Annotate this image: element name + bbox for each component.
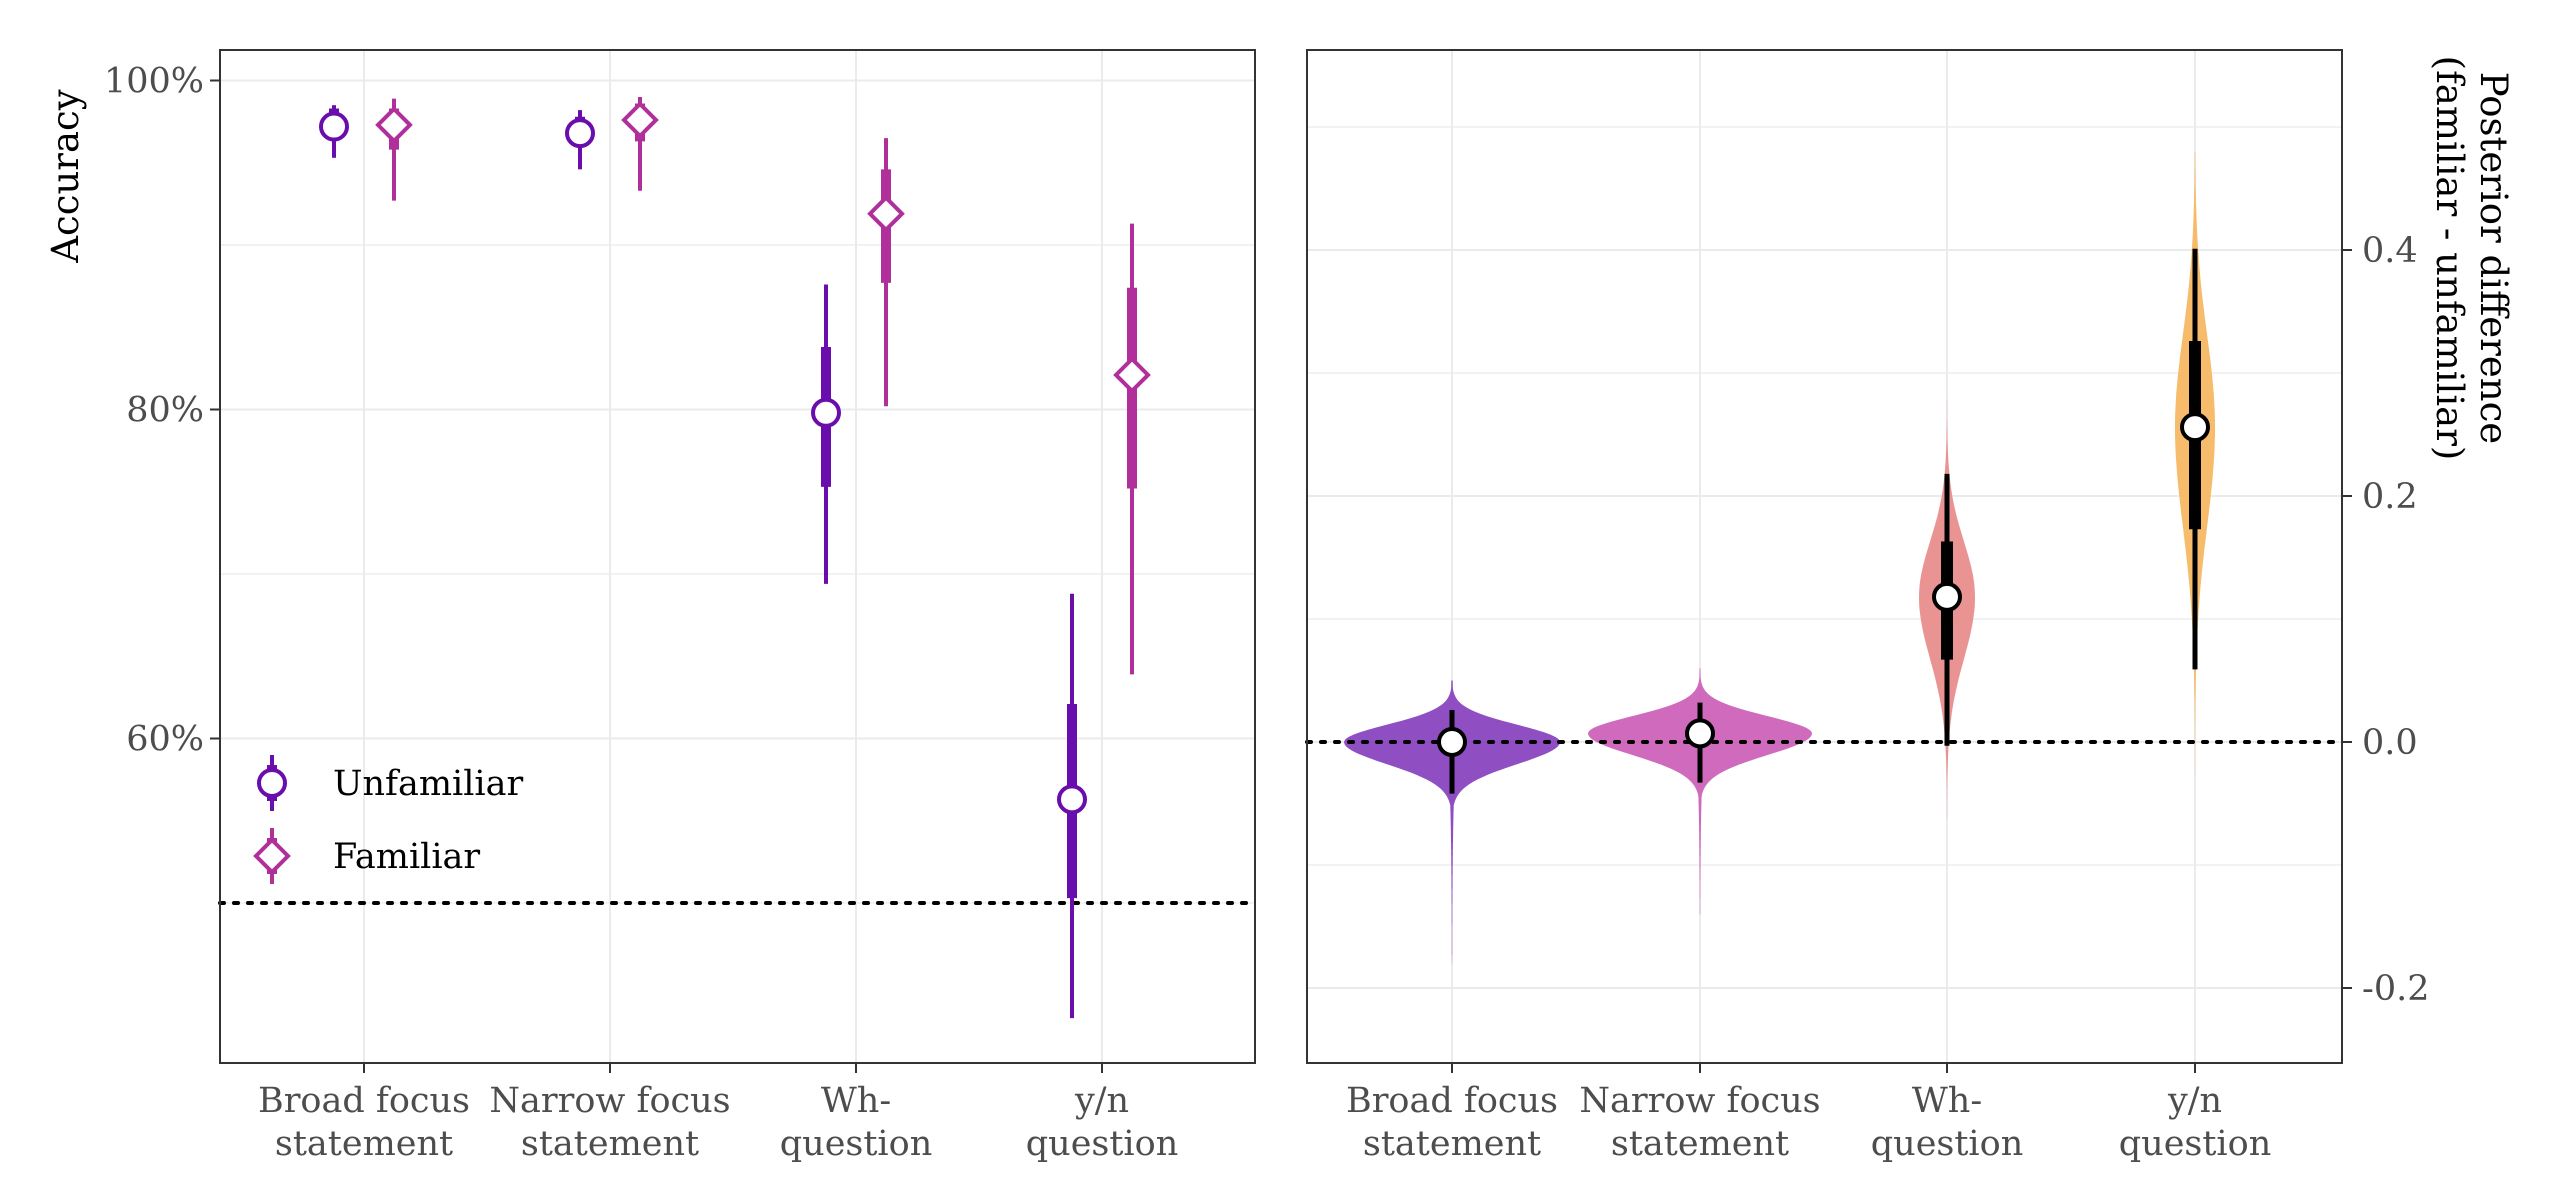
left-y-tick-label-100: 100% xyxy=(104,62,204,102)
point-unfamiliar-broad-focus-statement xyxy=(319,111,349,142)
legend-label-familiar: Familiar xyxy=(333,837,480,877)
violin-broad-focus-statement xyxy=(1344,680,1560,964)
diff-point-broad-focus-statement xyxy=(1437,727,1467,757)
right-panel-posterior-difference: -0.20.00.20.4 Broad focus statementNarrow… xyxy=(1305,49,2515,1164)
diff-point-narrow-focus-statement xyxy=(1685,718,1715,749)
right-x-tick-label-line: question xyxy=(2119,1124,2272,1164)
left-x-tick-label-line: Wh- xyxy=(821,1081,891,1121)
legend-key-point-familiar xyxy=(253,837,291,875)
right-x-tick-label-line: statement xyxy=(1363,1124,1541,1164)
right-y-tick-label-0.2: 0.2 xyxy=(2362,477,2418,517)
point-unfamiliar-y-n-question xyxy=(1057,784,1087,815)
right-y-axis: -0.2 0.0 0.2 0.4 xyxy=(2342,231,2430,1009)
diff-point-y-n-question xyxy=(2180,412,2210,443)
point-familiar-narrow-focus-statement xyxy=(621,101,659,139)
point-unfamiliar-narrow-focus-statement xyxy=(565,118,595,149)
right-x-tick-label-line: Wh- xyxy=(1912,1081,1982,1121)
right-x-tick-label-line: Narrow focus xyxy=(1579,1081,1820,1121)
left-x-tick-label-line: question xyxy=(1026,1124,1179,1164)
right-x-tick-label-line: statement xyxy=(1611,1124,1789,1164)
right-x-tick-label-y-n-question: y/n question xyxy=(2119,1081,2272,1164)
point-unfamiliar-wh-question xyxy=(811,397,841,428)
left-panel-background xyxy=(220,50,1255,1063)
left-x-tick-label-narrow-focus-statement: Narrow focus statement xyxy=(489,1081,730,1164)
violin-narrow-focus-statement xyxy=(1588,668,1812,915)
left-x-tick-label-line: question xyxy=(780,1124,933,1164)
right-panel-border xyxy=(1306,49,2343,1064)
right-x-tick-label-broad-focus-statement: Broad focus statement xyxy=(1346,1081,1558,1164)
left-y-tick-label-80: 80% xyxy=(126,391,204,431)
left-x-tick-label-y-n-question: y/n question xyxy=(1026,1081,1179,1164)
left-y-axis-title: Accuracy xyxy=(44,89,87,263)
right-x-tick-label-wh-question: Wh-question xyxy=(1871,1081,2024,1164)
right-x-tick-label-line: Broad focus xyxy=(1346,1081,1558,1121)
right-marks xyxy=(1437,248,2210,794)
right-y-axis-title-text: Posterior difference(familiar - unfamili… xyxy=(2428,56,2515,461)
left-x-tick-label-line: statement xyxy=(275,1124,453,1164)
legend: Unfamiliar Familiar xyxy=(253,755,523,884)
right-y-tick-label--0.2: -0.2 xyxy=(2362,969,2430,1009)
left-marks xyxy=(319,96,1151,1019)
left-x-tick-label-line: Broad focus xyxy=(258,1081,470,1121)
left-x-tick-label-wh-question: Wh-question xyxy=(780,1081,933,1164)
left-x-tick-label-line: y/n xyxy=(1074,1081,1129,1121)
left-y-axis: 60% 80% 100% xyxy=(104,62,220,760)
left-x-tick-label-line: statement xyxy=(521,1124,699,1164)
left-gridlines xyxy=(220,50,1255,1063)
right-x-tick-label-narrow-focus-statement: Narrow focus statement xyxy=(1579,1081,1820,1164)
right-x-tick-label-line: question xyxy=(1871,1124,2024,1164)
left-panel-border xyxy=(219,49,1256,1064)
right-x-tick-label-line: y/n xyxy=(2167,1081,2222,1121)
right-panel-background xyxy=(1307,50,2342,1063)
point-familiar-wh-question xyxy=(867,194,905,233)
diff-point-wh-question xyxy=(1932,581,1962,612)
left-x-tick-label-line: Narrow focus xyxy=(489,1081,730,1121)
right-y-axis-title-line: Posterior difference xyxy=(2472,72,2515,444)
legend-label-unfamiliar: Unfamiliar xyxy=(333,764,523,804)
left-x-tick-label-broad-focus-statement: Broad focus statement xyxy=(258,1081,470,1164)
point-familiar-broad-focus-statement xyxy=(375,106,413,144)
left-y-tick-label-60: 60% xyxy=(126,720,204,760)
right-y-axis-title: Posterior difference(familiar - unfamili… xyxy=(2428,56,2515,461)
right-gridlines xyxy=(1307,50,2342,1063)
point-familiar-y-n-question xyxy=(1113,356,1151,394)
right-y-tick-label-0.0: 0.0 xyxy=(2362,723,2418,763)
right-y-tick-label-0.4: 0.4 xyxy=(2362,231,2418,271)
right-y-axis-title-line: (familiar - unfamiliar) xyxy=(2428,56,2471,461)
legend-key-point-unfamiliar xyxy=(257,768,287,798)
